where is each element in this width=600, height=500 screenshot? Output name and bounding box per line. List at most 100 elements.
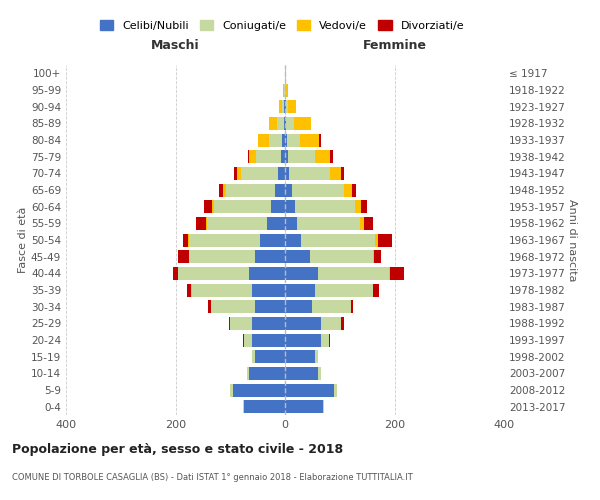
Text: Femmine: Femmine (362, 38, 427, 52)
Bar (188, 234, 189, 246)
Bar (285, 134, 287, 146)
Bar (192, 284, 252, 296)
Bar (223, 184, 226, 196)
Bar (189, 234, 260, 246)
Bar (277, 117, 284, 130)
Bar (212, 200, 214, 213)
Bar (320, 317, 341, 330)
Bar (355, 200, 361, 213)
Bar (178, 267, 250, 280)
Bar (285, 217, 297, 230)
Bar (390, 267, 404, 280)
Bar (285, 117, 286, 130)
Bar (287, 134, 301, 146)
Bar (178, 250, 188, 263)
Bar (282, 100, 284, 113)
Bar (204, 200, 212, 213)
Bar (329, 334, 330, 346)
Bar (243, 400, 244, 413)
Bar (257, 134, 269, 146)
Bar (315, 150, 331, 163)
Bar (295, 117, 311, 130)
Bar (247, 367, 250, 380)
Bar (285, 350, 315, 363)
Bar (285, 267, 318, 280)
Legend: Celibi/Nubili, Coniugati/e, Vedovi/e, Divorziati/e: Celibi/Nubili, Coniugati/e, Vedovi/e, Di… (95, 16, 469, 35)
Bar (187, 284, 191, 296)
Bar (250, 367, 285, 380)
Bar (285, 234, 301, 246)
Bar (376, 234, 378, 246)
Bar (285, 400, 323, 413)
Bar (243, 334, 244, 346)
Bar (389, 267, 390, 280)
Bar (360, 217, 364, 230)
Bar (241, 167, 278, 180)
Bar (292, 184, 344, 196)
Bar (255, 350, 285, 363)
Bar (341, 167, 344, 180)
Bar (301, 134, 319, 146)
Bar (275, 184, 285, 196)
Bar (285, 284, 315, 296)
Bar (250, 267, 285, 280)
Bar (196, 217, 206, 230)
Bar (260, 234, 285, 246)
Bar (282, 134, 285, 146)
Bar (285, 250, 310, 263)
Bar (230, 384, 233, 396)
Bar (207, 217, 268, 230)
Bar (211, 300, 255, 313)
Bar (288, 150, 315, 163)
Bar (373, 250, 374, 263)
Bar (378, 234, 392, 246)
Bar (297, 217, 360, 230)
Bar (334, 384, 337, 396)
Bar (252, 284, 285, 296)
Bar (286, 84, 288, 96)
Bar (250, 150, 256, 163)
Bar (281, 150, 285, 163)
Bar (279, 100, 282, 113)
Bar (269, 134, 282, 146)
Text: COMUNE DI TORBOLE CASAGLIA (BS) - Dati ISTAT 1° gennaio 2018 - Elaborazione TUTT: COMUNE DI TORBOLE CASAGLIA (BS) - Dati I… (12, 472, 413, 482)
Bar (189, 250, 255, 263)
Bar (229, 317, 230, 330)
Bar (331, 167, 341, 180)
Bar (318, 367, 320, 380)
Bar (295, 200, 355, 213)
Bar (234, 167, 237, 180)
Bar (361, 200, 367, 213)
Bar (364, 217, 373, 230)
Bar (285, 334, 320, 346)
Bar (269, 117, 277, 130)
Bar (285, 150, 288, 163)
Bar (173, 267, 178, 280)
Bar (351, 300, 353, 313)
Bar (315, 284, 373, 296)
Bar (344, 184, 352, 196)
Bar (285, 167, 289, 180)
Bar (252, 334, 285, 346)
Bar (206, 217, 207, 230)
Bar (285, 317, 320, 330)
Bar (278, 167, 285, 180)
Bar (285, 184, 292, 196)
Bar (237, 167, 241, 180)
Bar (252, 350, 255, 363)
Bar (374, 250, 381, 263)
Bar (315, 350, 318, 363)
Bar (208, 300, 211, 313)
Bar (285, 200, 295, 213)
Bar (288, 100, 296, 113)
Bar (352, 184, 356, 196)
Bar (323, 400, 325, 413)
Bar (271, 200, 285, 213)
Bar (244, 400, 285, 413)
Bar (252, 317, 285, 330)
Bar (182, 234, 188, 246)
Bar (318, 267, 389, 280)
Bar (320, 334, 329, 346)
Bar (313, 300, 350, 313)
Bar (285, 384, 334, 396)
